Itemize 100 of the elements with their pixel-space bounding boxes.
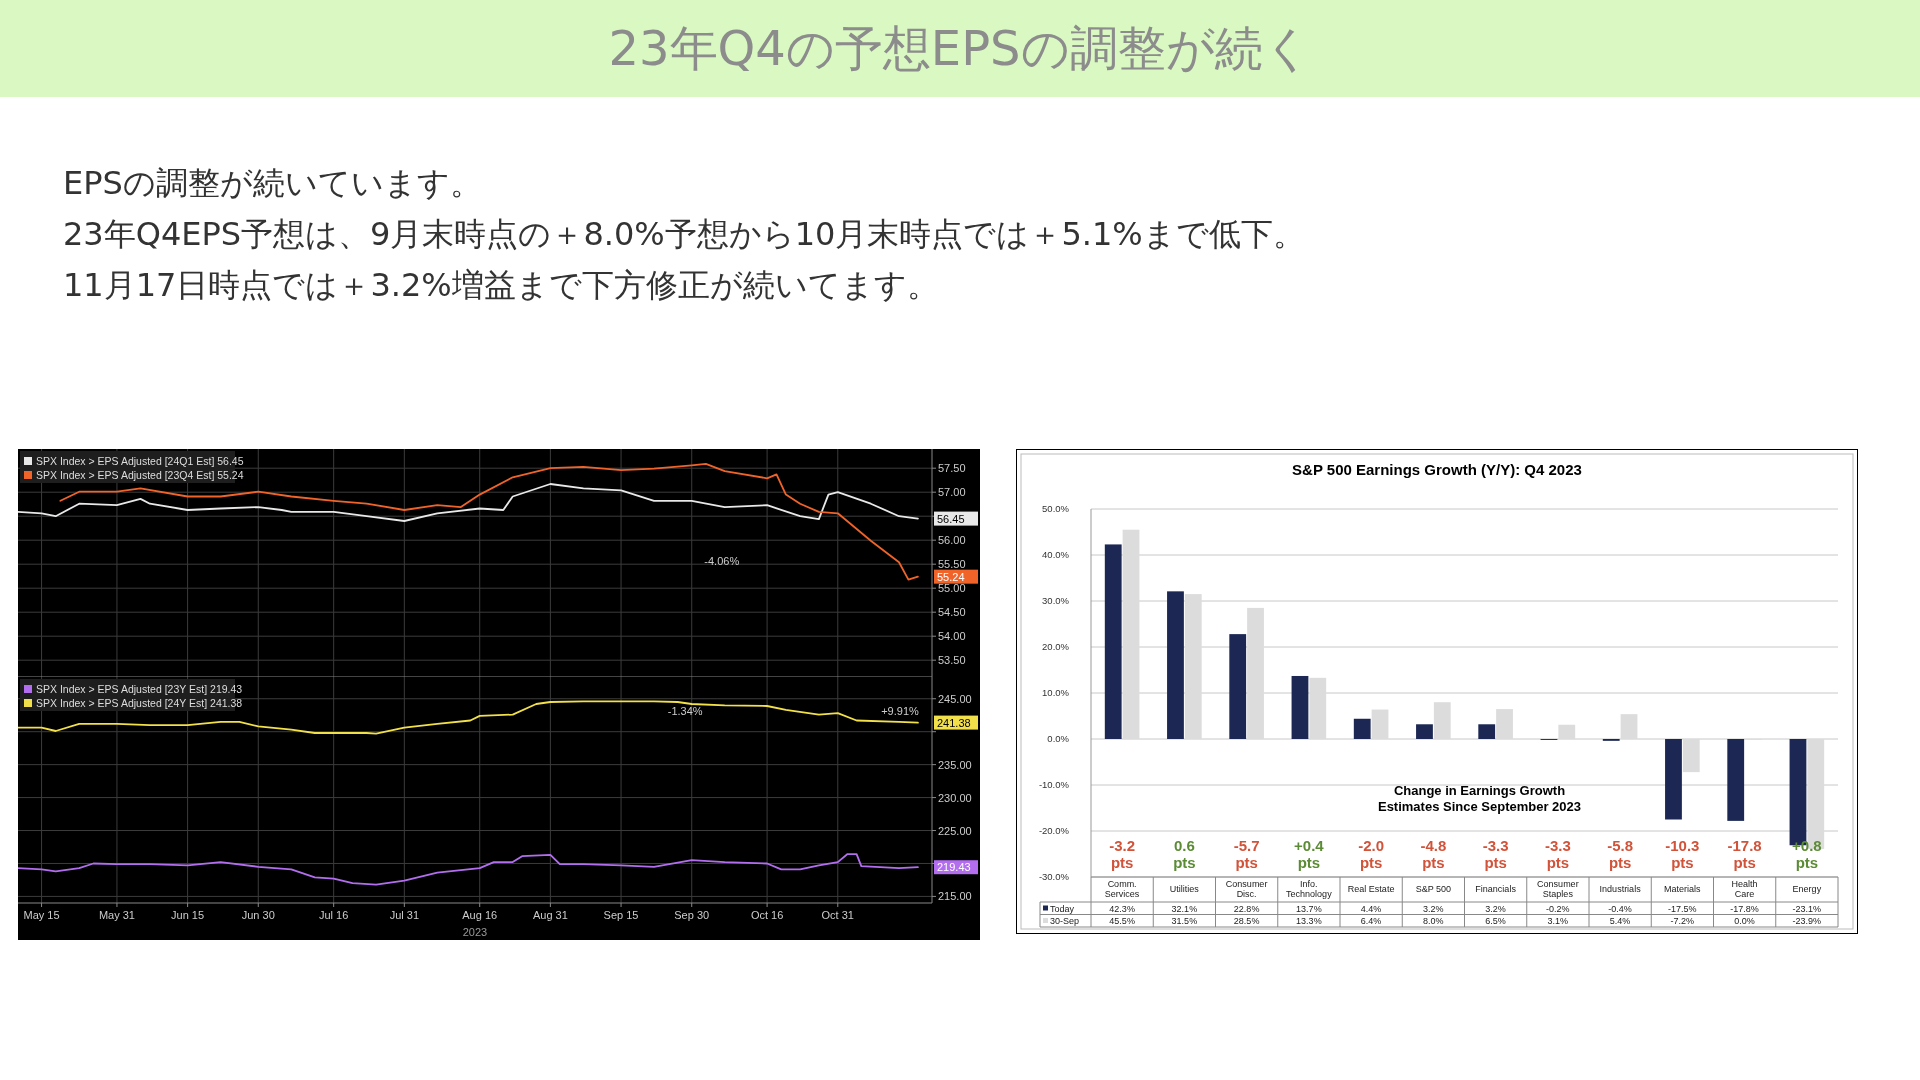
data-label: 241.38 — [937, 716, 971, 729]
x-tick-label: Financials — [1475, 884, 1517, 894]
data-label: 13.7% — [1296, 903, 1322, 914]
bar — [1682, 739, 1700, 773]
chart-title: S&P 500 Earnings Growth (Y/Y): Q4 2023 — [1292, 461, 1582, 478]
bar — [1229, 634, 1247, 739]
data-label: 8.0% — [1423, 916, 1444, 926]
y-tick-label: 55.50 — [938, 558, 966, 571]
y-tick-label: -30.0% — [1038, 871, 1070, 882]
y-tick-label: -10.0% — [1038, 779, 1070, 790]
y-tick-label: 57.50 — [938, 462, 966, 475]
annotation: Change in Earnings Growth Estimates Since September 2023 — [1377, 783, 1582, 815]
data-label: 31.5% — [1171, 916, 1198, 926]
x-tick-label: Utilities — [1169, 884, 1200, 894]
y-tick-label: 20.0% — [1042, 641, 1070, 652]
data-label: 6.4% — [1360, 916, 1382, 926]
annotation: -4.8 pts — [1420, 836, 1447, 871]
y-tick-label: 0.0% — [1047, 733, 1070, 744]
text: 23年Q4EPS予想は、9月末時点の＋8.0%予想から10月末時点では＋5.1%まで低下。 — [63, 214, 1306, 255]
annotation: -10.3 pts — [1665, 836, 1700, 871]
data-label: 3.1% — [1547, 916, 1569, 926]
data-label: 6.5% — [1485, 916, 1506, 926]
annotation: +9.91% — [881, 705, 920, 718]
data-label: -0.2% — [1546, 903, 1570, 914]
y-tick-label: 245.00 — [938, 692, 972, 705]
annotation: -5.7 pts — [1233, 836, 1260, 871]
x-tick-label: Aug 31 — [532, 909, 568, 921]
y-tick-label: 230.00 — [938, 791, 972, 804]
bar — [1433, 702, 1451, 739]
x-tick-label: Health Care — [1731, 879, 1758, 899]
bar — [1727, 739, 1745, 821]
bar — [1104, 544, 1122, 739]
x-tick-label: Oct 31 — [821, 909, 854, 921]
annotation: -17.8 pts — [1727, 836, 1762, 871]
data-label: -17.5% — [1668, 903, 1697, 914]
bar — [1496, 709, 1513, 739]
x-tick-label: Industrials — [1599, 884, 1642, 894]
y-tick-label: 57.00 — [938, 486, 966, 499]
x-tick-label: Jun 15 — [171, 909, 205, 921]
data-label: 13.3% — [1296, 916, 1322, 926]
x-tick-label: Jul 31 — [389, 909, 420, 921]
data-label: 42.3% — [1109, 903, 1135, 914]
bar — [1665, 739, 1682, 820]
x-tick-label: Comm. Services — [1104, 879, 1140, 899]
data-label: 28.5% — [1233, 916, 1260, 926]
legend-label: SPX Index > EPS Adjusted [24Y Est] 241.38 — [36, 697, 243, 709]
annotation: -5.8 pts — [1607, 836, 1634, 871]
line-series — [18, 700, 919, 735]
x-tick-label: Jul 16 — [318, 909, 349, 921]
annotation: -2.0 pts — [1358, 836, 1385, 871]
x-tick-label: Energy — [1792, 884, 1822, 894]
line-series — [18, 853, 919, 886]
y-tick-label: -20.0% — [1038, 825, 1070, 836]
text: 11月17日時点では＋3.2%増益まで下方修正が続いてます。 — [63, 265, 940, 306]
data-label: -23.9% — [1792, 916, 1822, 926]
data-label: -0.4% — [1608, 903, 1632, 914]
annotation: -3.3 pts — [1482, 836, 1509, 871]
data-label: 219.43 — [937, 861, 971, 874]
x-tick-label: Real Estate — [1347, 884, 1395, 894]
data-label: -23.1% — [1792, 903, 1822, 914]
legend-label: Today — [1050, 903, 1075, 914]
annotation: -3.2 pts — [1109, 836, 1136, 871]
annotation: +0.8 pts — [1792, 836, 1822, 871]
bar — [1478, 724, 1496, 739]
data-label: 3.2% — [1485, 903, 1506, 914]
x-tick-label: Sep 15 — [603, 909, 639, 921]
y-tick-label: 10.0% — [1042, 687, 1070, 698]
bar — [1247, 607, 1264, 739]
data-label: 0.0% — [1734, 916, 1755, 926]
x-tick-label: Consumer Disc. — [1225, 879, 1268, 899]
x-axis-title: 2023 — [462, 926, 488, 938]
data-label: 45.5% — [1109, 916, 1135, 926]
bar — [1309, 677, 1327, 739]
y-tick-label: 30.0% — [1042, 595, 1070, 606]
data-label: 56.45 — [937, 512, 965, 525]
x-tick-label: S&P 500 — [1415, 884, 1452, 894]
y-tick-label: 225.00 — [938, 824, 972, 837]
y-tick-label: 53.50 — [938, 654, 966, 667]
bar — [1371, 709, 1389, 739]
bar — [1167, 591, 1184, 739]
y-tick-label: 55.00 — [938, 582, 966, 595]
data-label: -17.8% — [1730, 903, 1759, 914]
annotation: -4.06% — [704, 555, 740, 568]
bar — [1291, 675, 1309, 739]
x-tick-label: Consumer Staples — [1537, 879, 1579, 899]
bar — [1558, 724, 1576, 739]
y-tick-label: 40.0% — [1042, 549, 1070, 560]
data-label: 4.4% — [1360, 903, 1382, 914]
annotation: -1.34% — [667, 705, 703, 718]
y-tick-label: 54.00 — [938, 630, 966, 643]
data-label: 55.24 — [937, 570, 965, 583]
y-tick-label: 54.50 — [938, 606, 966, 619]
bar — [1353, 718, 1371, 739]
x-tick-label: Oct 16 — [750, 909, 784, 921]
bar — [1122, 529, 1140, 739]
data-label: 5.4% — [1609, 916, 1631, 926]
annotation: +0.4 pts — [1294, 836, 1325, 871]
x-tick-label: May 31 — [98, 909, 135, 921]
text: EPSの調整が続いています。 — [63, 163, 483, 204]
y-tick-label: 56.00 — [938, 534, 966, 547]
